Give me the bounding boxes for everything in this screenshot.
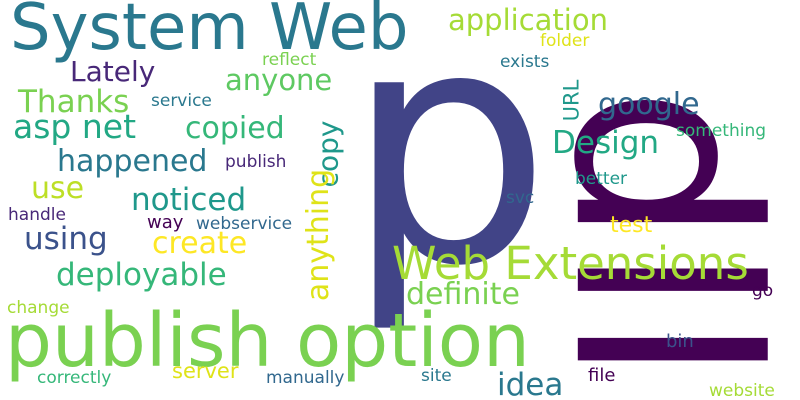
word-definite: definite [406,277,520,312]
word-site: site [421,366,452,386]
word-use: use [31,171,85,206]
word-change: change [7,298,70,318]
word-copied: copied [185,111,285,146]
word-anyone: anyone [225,63,333,97]
word-go: go [752,281,774,301]
word-idea: idea [497,367,564,400]
word-exists: exists [500,52,550,72]
word-design: Design [552,125,660,161]
word-asp-net: asp net [13,107,137,146]
word-server: server [172,359,239,383]
word-web-extensions: Web Extensions [392,237,749,290]
word-something: something [676,121,767,141]
word-better: better [575,169,628,189]
word-noticed: noticed [131,182,247,218]
word-file: file [588,365,616,386]
word-svc: svc [506,188,535,208]
word-manually: manually [266,368,345,388]
word-thanks: Thanks [18,84,130,120]
word-way: way [147,212,184,233]
word-correctly: correctly [37,368,112,388]
word-url: URL [559,79,584,122]
word-lately: Lately [70,55,156,88]
word-test: test [610,213,653,238]
word-system-web: System Web [10,0,409,65]
word-bin: bin [666,331,694,352]
word-application: application [448,3,608,37]
word-p: p [345,0,552,337]
word-publish: publish [225,152,287,172]
word-publish-option: publish option [5,298,530,384]
word-happened: happened [57,144,208,179]
word-website: website [709,381,775,400]
word-anything: anything [301,168,337,302]
word-webservice: webservice [196,214,293,234]
word-create: create [152,226,248,261]
word-folder: folder [540,31,590,51]
word-service: service [151,91,212,111]
word-handle: handle [8,205,66,225]
word-using: using [24,221,108,257]
word-google: google [598,87,700,122]
word-reflect: reflect [262,50,317,70]
word-deployable: deployable [56,257,227,293]
